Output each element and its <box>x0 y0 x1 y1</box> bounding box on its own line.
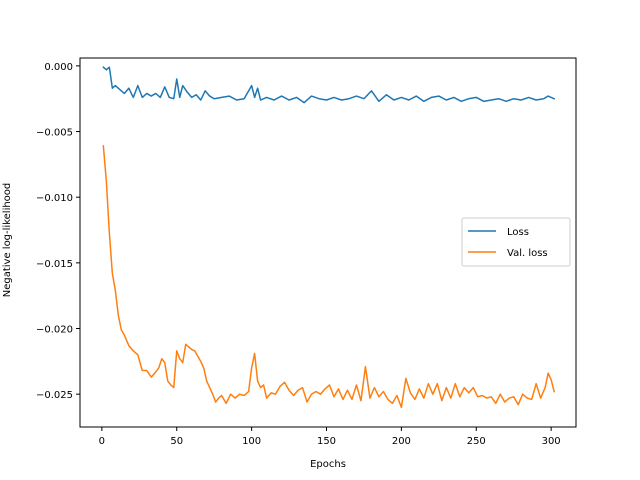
y-tick-label: −0.010 <box>36 193 73 204</box>
axes: 0 50 100 150 200 250 300 0.000 −0.005 −0.010 −0.01… <box>36 57 577 447</box>
plot-area <box>102 66 556 409</box>
legend: Loss Val. loss <box>461 217 571 267</box>
y-tick-label: 0.000 <box>44 62 73 73</box>
series-line-loss <box>102 66 556 104</box>
axes-frame <box>79 57 577 428</box>
y-tick-label: −0.020 <box>36 325 73 336</box>
x-tick-label: 50 <box>170 436 183 447</box>
y-tick-label: −0.005 <box>36 128 73 139</box>
legend-label-val-loss: Val. loss <box>507 248 548 259</box>
y-axis-label: Negative log-likelihood <box>2 183 13 298</box>
x-tick-label: 100 <box>242 436 261 447</box>
legend-label-loss: Loss <box>507 227 529 238</box>
y-tick-label: −0.025 <box>36 390 73 401</box>
x-tick-label: 0 <box>99 436 105 447</box>
y-tick-label: −0.015 <box>36 259 73 270</box>
x-tick-label: 200 <box>392 436 411 447</box>
x-tick-label: 150 <box>317 436 336 447</box>
series-line-val-loss <box>102 145 556 409</box>
x-tick-label: 300 <box>542 436 561 447</box>
x-axis-label: Epochs <box>310 459 346 470</box>
legend-box <box>461 217 571 267</box>
x-tick-label: 250 <box>467 436 486 447</box>
